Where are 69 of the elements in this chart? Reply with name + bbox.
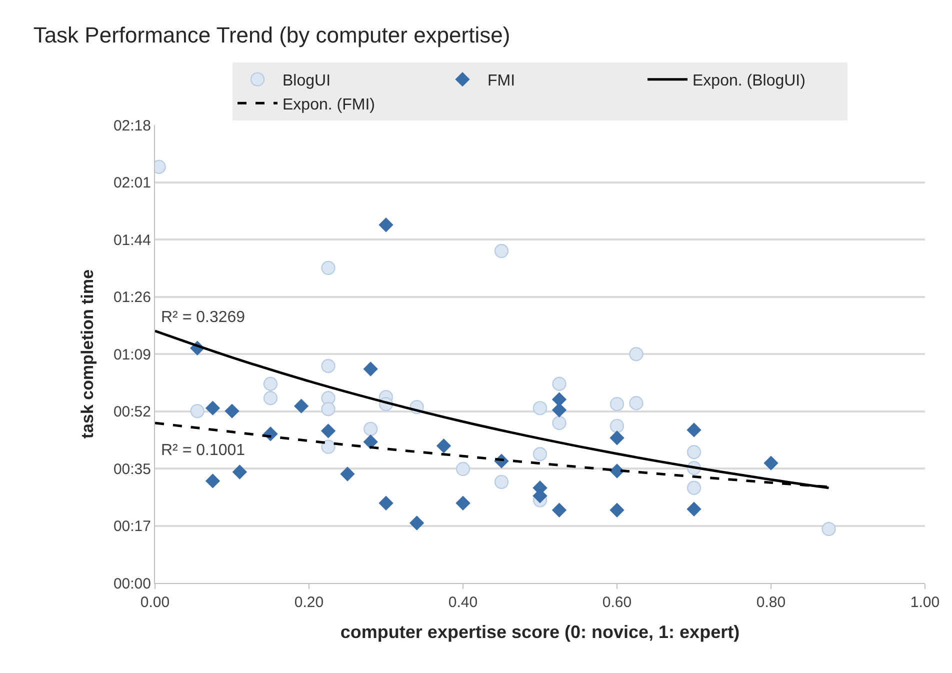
y-tick-label: 00:00 <box>113 575 151 592</box>
point <box>456 462 470 476</box>
point <box>321 440 336 454</box>
point <box>610 503 624 518</box>
point <box>532 447 548 462</box>
y-tick-label: 00:17 <box>113 518 151 535</box>
point <box>321 260 336 276</box>
point <box>552 392 566 407</box>
y-tick-label: 01:09 <box>113 346 151 364</box>
point <box>232 464 247 480</box>
point <box>552 416 566 430</box>
point <box>610 464 624 478</box>
point <box>629 346 644 362</box>
y-tick-label: 02:18 <box>113 117 151 134</box>
x-axis-title: computer expertise score (0: novice, 1: expert) <box>340 622 740 642</box>
point <box>263 376 278 391</box>
y-tick-label: 00:52 <box>113 404 151 420</box>
point <box>436 438 451 453</box>
x-tick-label: 0.60 <box>602 594 632 611</box>
x-tick-label: 0.00 <box>140 594 170 611</box>
point <box>321 424 336 438</box>
point <box>764 456 778 470</box>
point <box>686 445 702 460</box>
annotation: R² = 0.1001 <box>161 442 246 459</box>
point <box>532 400 548 416</box>
point <box>340 466 355 482</box>
point <box>378 218 394 232</box>
point <box>206 474 220 488</box>
y-axis-title: task completion time <box>78 269 98 439</box>
x-tick-label: 0.80 <box>756 594 786 611</box>
x-tick-label: 0.40 <box>448 594 478 611</box>
point <box>686 480 702 496</box>
point <box>686 502 702 516</box>
point <box>629 396 644 410</box>
legend-label: Expon. (BlogUI) <box>692 72 806 90</box>
point <box>364 434 378 449</box>
legend-label: Expon. (FMI) <box>282 96 375 114</box>
point <box>364 362 378 376</box>
x-tick-label: 0.20 <box>294 594 324 611</box>
point <box>206 400 220 416</box>
point <box>263 391 278 406</box>
point <box>610 396 624 412</box>
point <box>294 398 308 414</box>
annotation: R² = 0.3269 <box>161 309 246 326</box>
point <box>552 376 566 391</box>
y-tick-label: 01:26 <box>113 289 151 306</box>
point <box>822 522 836 536</box>
point <box>410 516 424 530</box>
y-tick-label: 02:01 <box>113 174 151 192</box>
point <box>224 404 240 418</box>
point <box>456 496 470 510</box>
x-tick-label: 1.00 <box>910 594 940 611</box>
point <box>494 474 509 490</box>
y-tick-label: 01:44 <box>113 232 151 249</box>
point <box>190 404 204 418</box>
point <box>610 418 624 434</box>
point <box>494 244 509 258</box>
y-tick-label: 00:35 <box>113 460 151 478</box>
chart-title: Task Performance Trend (by computer expertise) <box>33 22 510 48</box>
legend-label: FMI <box>488 72 516 90</box>
point <box>378 496 394 510</box>
point <box>321 402 336 416</box>
legend-label: BlogUI <box>282 72 331 90</box>
point <box>610 430 624 445</box>
point <box>686 422 702 438</box>
point <box>552 402 566 418</box>
point <box>364 422 378 436</box>
point <box>552 503 566 518</box>
point <box>321 358 336 374</box>
